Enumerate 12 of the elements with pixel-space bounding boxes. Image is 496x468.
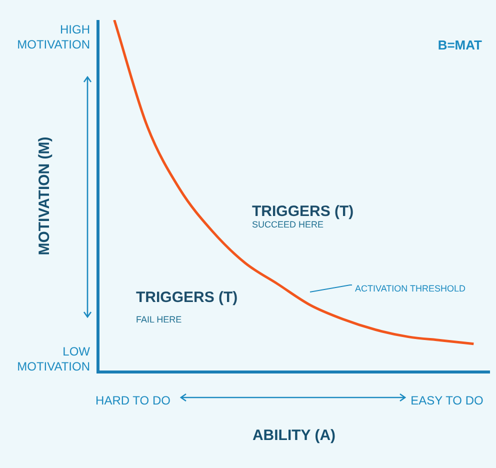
- y-axis-title: MOTIVATION (M): [36, 136, 54, 256]
- text: HARD TO DO: [96, 393, 170, 408]
- annotation: ACTIVATION THRESHOLD: [355, 283, 466, 294]
- x-axis-title: ABILITY (A): [252, 427, 336, 444]
- annotation: B=MAT: [438, 38, 482, 53]
- text: EASY TO DO: [410, 393, 484, 408]
- text: HIGH MOTIVATION: [17, 22, 90, 52]
- annotation: TRIGGERS (T): [252, 203, 354, 220]
- annotation: TRIGGERS (T): [136, 289, 238, 306]
- annotation: FAIL HERE: [136, 314, 182, 324]
- text: LOW MOTIVATION: [17, 344, 91, 374]
- annotation: SUCCEED HERE: [252, 219, 324, 230]
